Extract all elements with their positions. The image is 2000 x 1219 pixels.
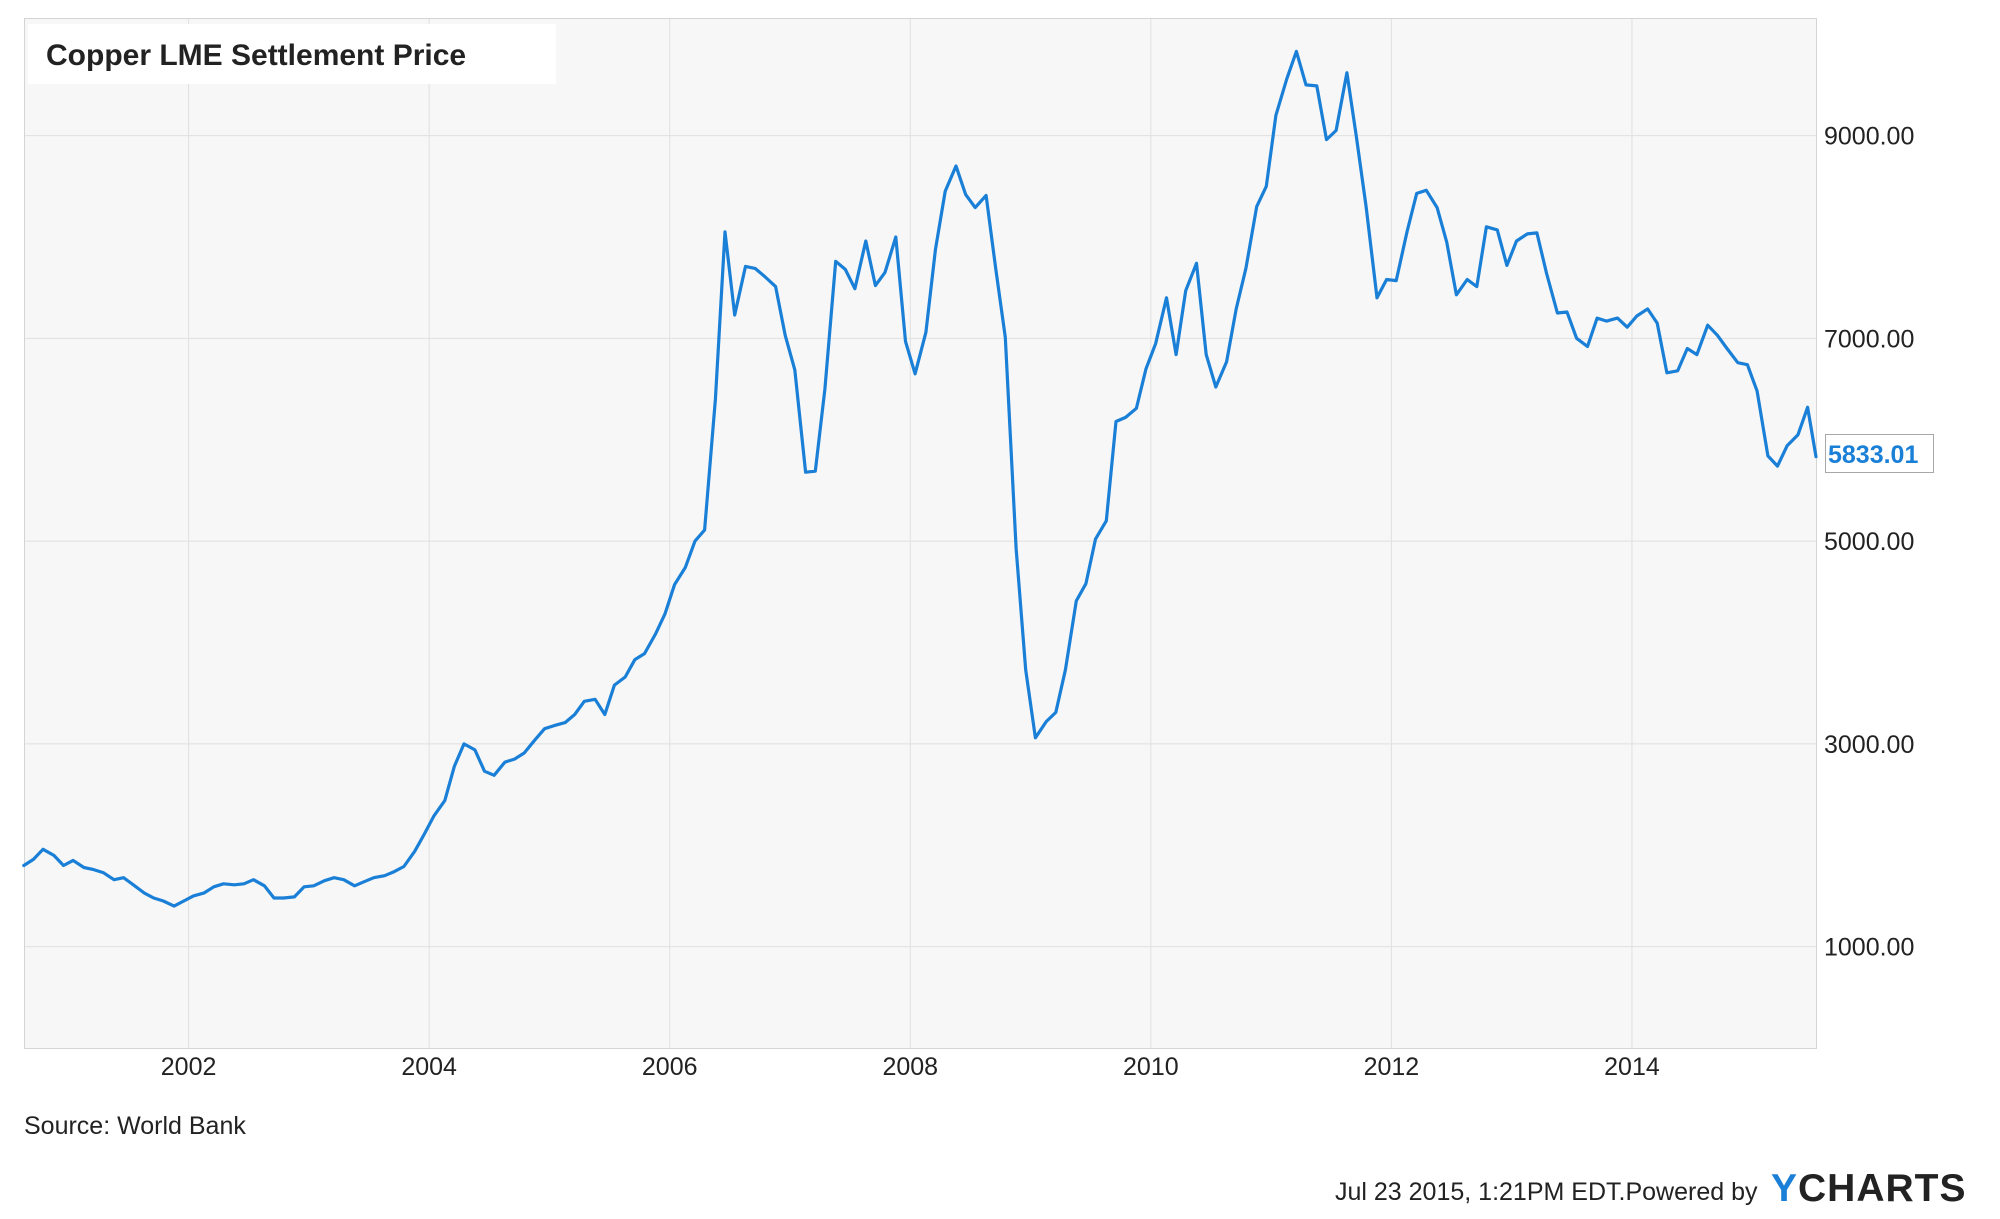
timestamp-text: Jul 23 2015, 1:21PM EDT. bbox=[1335, 1178, 1626, 1206]
chart-title: Copper LME Settlement Price bbox=[46, 39, 466, 72]
y-tick-label: 1000.00 bbox=[1824, 934, 1914, 962]
y-tick-label: 7000.00 bbox=[1824, 325, 1914, 353]
last-value-box bbox=[1825, 434, 1934, 473]
x-tick-label: 2008 bbox=[882, 1053, 938, 1081]
title-box bbox=[28, 24, 556, 84]
x-axis-ticks: 2002 2004 2006 2008 2010 2012 2014 bbox=[161, 1053, 1660, 1081]
x-tick-label: 2004 bbox=[401, 1053, 457, 1081]
y-tick-label: 5000.00 bbox=[1824, 528, 1914, 556]
x-tick-label: 2010 bbox=[1123, 1053, 1179, 1081]
x-tick-label: 2006 bbox=[642, 1053, 698, 1081]
timestamp: Jul 23 2015, 1:21PM EDT.Powered by bbox=[1335, 1178, 1757, 1207]
ycharts-logo[interactable]: YCHARTS bbox=[1771, 1167, 1967, 1211]
x-tick-label: 2012 bbox=[1364, 1053, 1420, 1081]
last-value-label: 5833.01 bbox=[1828, 441, 1918, 469]
gridlines bbox=[25, 19, 1816, 1048]
x-tick-label: 2014 bbox=[1604, 1053, 1660, 1081]
plot-area bbox=[24, 18, 1817, 1049]
x-tick-label: 2002 bbox=[161, 1053, 217, 1081]
series-line bbox=[22, 49, 1818, 908]
y-tick-label: 3000.00 bbox=[1824, 731, 1914, 759]
y-axis-ticks: 1000.00 3000.00 5000.00 7000.00 9000.00 bbox=[1824, 123, 1914, 962]
source-note: Source: World Bank bbox=[24, 1112, 246, 1140]
ycharts-logo-text: CHARTS bbox=[1798, 1167, 1967, 1210]
y-tick-label: 9000.00 bbox=[1824, 123, 1914, 151]
ycharts-logo-y: Y bbox=[1771, 1167, 1799, 1210]
powered-by-text: Powered by bbox=[1625, 1178, 1758, 1206]
